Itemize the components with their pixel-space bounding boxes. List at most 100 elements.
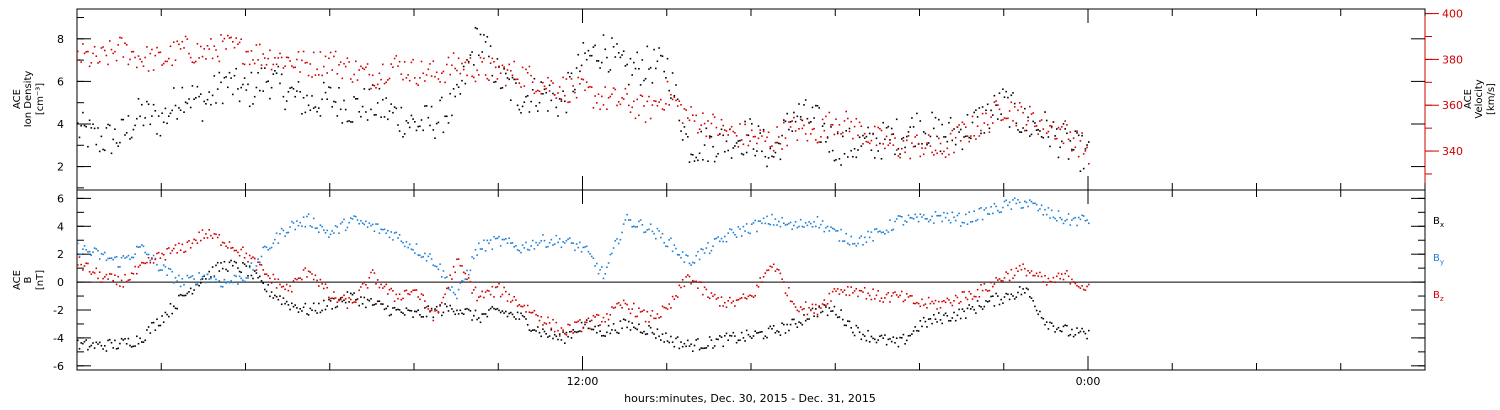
by-point	[993, 202, 996, 205]
by-point	[1025, 201, 1028, 204]
bz-point	[221, 241, 224, 244]
by-point	[1013, 197, 1016, 199]
velocity-point	[302, 50, 305, 53]
bx-point	[284, 302, 286, 305]
bx-point	[670, 335, 672, 338]
bx-point	[926, 326, 928, 328]
velocity-point	[857, 134, 859, 137]
bz-point	[655, 317, 657, 320]
bx-point	[1056, 328, 1058, 331]
density-point	[894, 153, 896, 156]
velocity-point	[1000, 119, 1002, 122]
bx-point	[655, 337, 657, 339]
density-point	[324, 91, 327, 94]
bx-point	[617, 332, 620, 334]
velocity-point	[840, 133, 842, 135]
density-point	[444, 115, 446, 118]
bx-point	[628, 320, 630, 323]
bx-point	[189, 287, 192, 290]
density-point	[184, 101, 187, 104]
velocity-point	[255, 44, 258, 46]
bz-point	[867, 292, 869, 295]
bx-point	[1052, 325, 1055, 327]
bz-point	[848, 294, 851, 297]
bz-point	[628, 308, 630, 310]
density-point	[764, 155, 767, 158]
bx-point	[296, 307, 298, 309]
density-point	[419, 125, 421, 128]
density-point	[914, 145, 916, 148]
by-point	[874, 228, 876, 231]
velocity-point	[646, 100, 649, 103]
density-point	[127, 115, 130, 117]
bz-point	[820, 307, 822, 309]
density-point	[1079, 170, 1082, 172]
bz-point	[533, 309, 536, 312]
bx-point	[277, 298, 280, 301]
density-point	[380, 116, 382, 118]
bz-point	[200, 239, 202, 242]
bz-point	[457, 258, 460, 260]
bx-point	[992, 295, 994, 297]
velocity-point	[986, 123, 989, 126]
by-point	[786, 223, 788, 226]
by-point	[720, 237, 723, 240]
density-point	[415, 129, 418, 132]
bx-point	[136, 335, 138, 338]
top-right-tick-label: 400	[1442, 8, 1463, 21]
density-point	[575, 67, 578, 69]
velocity-point	[778, 136, 780, 138]
density-point	[710, 135, 713, 138]
by-point	[159, 269, 162, 271]
density-point	[183, 111, 185, 113]
bz-point	[882, 301, 884, 303]
by-point	[125, 256, 128, 258]
bx-point	[403, 314, 406, 316]
density-point	[422, 129, 424, 132]
by-point	[124, 257, 126, 259]
bx-point	[1034, 305, 1036, 308]
by-point	[611, 252, 613, 255]
density-point	[213, 75, 216, 77]
velocity-point	[909, 157, 911, 160]
velocity-point	[1010, 101, 1013, 104]
bx-point	[201, 278, 204, 280]
velocity-point	[339, 61, 342, 63]
bx-point	[653, 333, 655, 335]
velocity-point	[388, 77, 391, 80]
by-point	[478, 242, 480, 245]
by-point	[970, 221, 972, 223]
bx-point	[863, 335, 866, 337]
by-point	[248, 266, 251, 269]
density-point	[796, 115, 799, 118]
density-point	[518, 108, 521, 111]
velocity-point	[373, 84, 376, 87]
density-point	[1010, 94, 1013, 97]
bx-point	[609, 332, 612, 335]
bx-point	[681, 345, 684, 348]
velocity-point	[125, 44, 128, 46]
velocity-point	[592, 107, 595, 109]
velocity-point	[355, 60, 357, 63]
bz-point	[213, 233, 216, 235]
bz-point	[850, 286, 852, 288]
bx-point	[651, 331, 654, 334]
bx-point	[828, 307, 831, 309]
bz-point	[427, 308, 430, 310]
density-point	[1061, 140, 1063, 143]
bx-point	[279, 295, 281, 297]
bx-point	[105, 350, 108, 352]
bz-point	[259, 263, 261, 266]
bx-point	[344, 301, 347, 304]
velocity-point	[324, 55, 327, 58]
by-point	[284, 235, 286, 237]
bz-point	[1069, 282, 1072, 285]
bx-point	[668, 341, 670, 344]
bz-point	[1061, 273, 1063, 275]
bx-point	[712, 347, 714, 349]
velocity-point	[383, 82, 386, 85]
density-point	[491, 74, 494, 77]
density-point	[392, 111, 394, 114]
velocity-point	[970, 135, 972, 137]
bz-point	[203, 237, 205, 239]
